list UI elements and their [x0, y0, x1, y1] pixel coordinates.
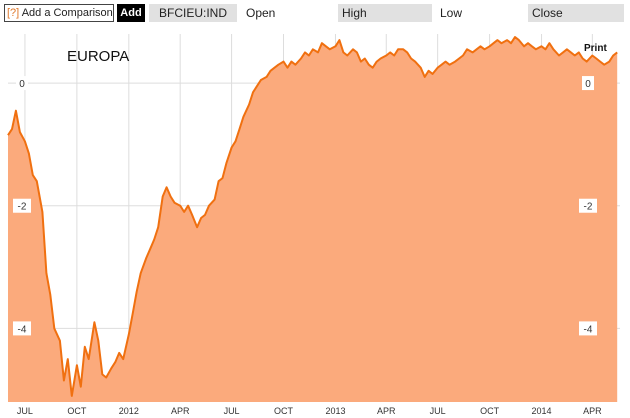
y-tick-label: -2	[18, 202, 27, 213]
print-link[interactable]: Print	[584, 43, 607, 54]
y-tick-label-bg	[16, 76, 28, 91]
x-tick-label: JUL	[224, 406, 240, 416]
area-chart: 0 0 -2 -2 -4 -4 JUL OCT 2012 APR JUL OCT 2013 APR JUL O…	[7, 34, 620, 416]
open-label: Open	[246, 6, 276, 20]
y-tick-label: -2	[584, 202, 593, 213]
high-label: High	[338, 4, 432, 22]
x-tick-label: APR	[171, 406, 190, 416]
y-tick-label-bg	[13, 198, 31, 213]
x-tick-label: 2014	[532, 406, 552, 416]
low-label: Low	[440, 6, 463, 20]
y-tick-label: 0	[585, 79, 591, 90]
y-tick-label-bg	[579, 198, 597, 213]
x-tick-label: OCT	[67, 406, 87, 416]
x-tick-label: JUL	[17, 406, 33, 416]
y-tick-label: -4	[584, 324, 593, 335]
x-tick-label: APR	[377, 406, 396, 416]
add-comparison-label: Add a Comparison	[21, 7, 113, 19]
y-tick-label-bg	[13, 321, 31, 336]
series-line	[7, 36, 618, 397]
close-label: Close	[528, 4, 624, 22]
add-button[interactable]: Add	[117, 4, 145, 22]
x-tick-label: JUL	[430, 406, 446, 416]
x-tick-label: OCT	[274, 406, 294, 416]
chart-area: 0 0 -2 -2 -4 -4 JUL OCT 2012 APR JUL OCT 2013 APR JUL O…	[0, 28, 630, 418]
chart-toolbar: [?] Add a Comparison Add BFCIEU:IND Open…	[0, 0, 630, 26]
y-tick-label: -4	[18, 324, 27, 335]
chart-title: EUROPA	[67, 48, 129, 65]
add-comparison-input[interactable]: [?] Add a Comparison	[4, 4, 114, 22]
x-tick-label: 2013	[325, 406, 345, 416]
x-tick-label: OCT	[480, 406, 500, 416]
help-icon[interactable]: [?]	[7, 7, 20, 19]
x-tick-label: 2012	[119, 406, 139, 416]
y-tick-label-bg	[579, 321, 597, 336]
series-area	[8, 37, 618, 402]
ticker-symbol: BFCIEU:IND	[149, 4, 237, 22]
x-tick-label: APR	[583, 406, 602, 416]
y-tick-label: 0	[19, 79, 25, 90]
y-tick-label-bg	[582, 76, 594, 91]
